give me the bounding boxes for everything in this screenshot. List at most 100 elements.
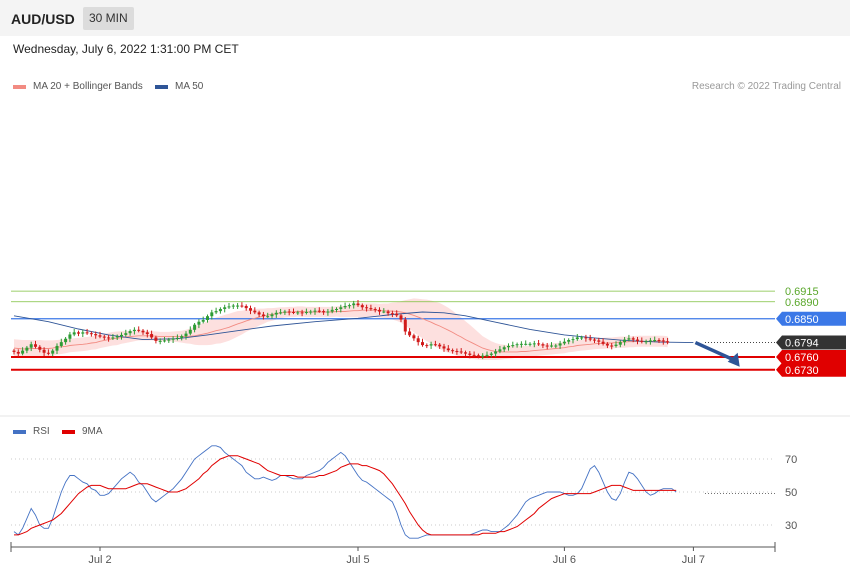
candle-body [451, 350, 455, 352]
candle-body [408, 331, 412, 336]
x-tick-label: Jul 7 [682, 554, 705, 566]
candle-body [610, 345, 614, 347]
candle-body [390, 313, 394, 315]
candle-body [34, 344, 37, 347]
candle-body [296, 312, 300, 314]
candle-body [605, 343, 609, 346]
candle-body [141, 330, 145, 333]
candle-body [253, 310, 257, 313]
candle-body [51, 350, 55, 354]
level-label: 0.6915 [785, 286, 819, 298]
candle-body [442, 346, 446, 349]
candle-body [16, 351, 20, 354]
legend-label: 9MA [82, 426, 103, 437]
candle-body [145, 332, 149, 335]
rsi-tick-label: 50 [785, 487, 797, 499]
candle-body [163, 340, 166, 342]
candle-body [132, 329, 136, 332]
candle-body [511, 345, 515, 347]
candle-body [304, 311, 308, 313]
candle-body [541, 344, 545, 346]
candle-body [614, 344, 618, 346]
chart-header: AUD/USD 30 MIN [0, 0, 850, 36]
price-tag [776, 350, 846, 364]
level-label: 0.6890 [785, 297, 819, 309]
candle-body [554, 345, 558, 347]
candle-body [339, 307, 343, 309]
candle-body [98, 335, 102, 337]
legend-label: MA 50 [175, 81, 204, 92]
candle-body [102, 336, 106, 338]
candle-body [21, 350, 25, 354]
candle-body [378, 309, 381, 312]
candle-body [77, 332, 80, 334]
candle-body [330, 309, 334, 312]
candle-body [231, 305, 235, 307]
timeframe-badge[interactable]: 30 MIN [83, 7, 134, 30]
candle-body [502, 347, 506, 350]
candle-body [640, 340, 644, 342]
candle-body [175, 337, 179, 339]
candle-body [270, 314, 274, 317]
candle-body [528, 343, 532, 345]
candle-body [507, 345, 510, 348]
candle-body [89, 333, 93, 335]
candle-body [249, 308, 252, 311]
candle-body [373, 308, 377, 310]
candle-body [571, 339, 575, 341]
candle-body [322, 311, 326, 313]
x-tick-label: Jul 6 [553, 554, 576, 566]
candle-body [46, 352, 50, 354]
candle-body [29, 344, 33, 348]
candle-body [464, 352, 467, 354]
candle-body [72, 332, 76, 335]
candle-body [519, 343, 523, 345]
legend-swatch [13, 429, 26, 434]
legend-ma20: MA 20 + Bollinger Bands [13, 81, 143, 92]
candle-body [666, 341, 670, 343]
candle-body [59, 342, 63, 346]
candle-body [648, 340, 652, 342]
candle-body [343, 306, 347, 308]
candle-body [627, 338, 631, 340]
candle-body [244, 306, 248, 309]
candle-body [468, 353, 472, 355]
candle-body [550, 345, 553, 347]
candle-body [180, 336, 184, 338]
rsi-tick-label: 30 [785, 520, 797, 532]
candle-body [158, 340, 162, 342]
legend-ma50: MA 50 [155, 81, 203, 92]
candle-body [532, 343, 536, 345]
price-tag-label: 0.6794 [785, 338, 819, 350]
candle-body [597, 340, 601, 342]
candle-body [68, 334, 72, 339]
candle-body [223, 307, 227, 309]
candle-body [201, 320, 205, 322]
candle-body [489, 353, 493, 355]
symbol-title: AUD/USD [11, 11, 75, 27]
candle-body [94, 334, 98, 336]
candle-body [335, 308, 338, 310]
ma50-line [13, 311, 694, 344]
candle-body [128, 331, 132, 334]
candle-body [623, 339, 627, 343]
candle-body [515, 344, 519, 346]
candle-body [494, 351, 498, 354]
candle-body [261, 314, 265, 317]
candle-body [274, 312, 278, 315]
candle-body [137, 329, 141, 331]
candle-body [120, 334, 123, 337]
rsi-tick-label: 70 [785, 454, 797, 466]
candle-body [412, 335, 416, 339]
candle-body [292, 311, 295, 313]
price-tag [776, 311, 846, 326]
candle-body [446, 348, 450, 351]
candle-body [206, 316, 209, 321]
candle-body [313, 310, 317, 312]
candle-body [399, 315, 403, 320]
candle-body [558, 343, 562, 346]
legend-label: MA 20 + Bollinger Bands [33, 81, 143, 92]
candle-body [386, 311, 390, 314]
legend-swatch [62, 429, 75, 434]
